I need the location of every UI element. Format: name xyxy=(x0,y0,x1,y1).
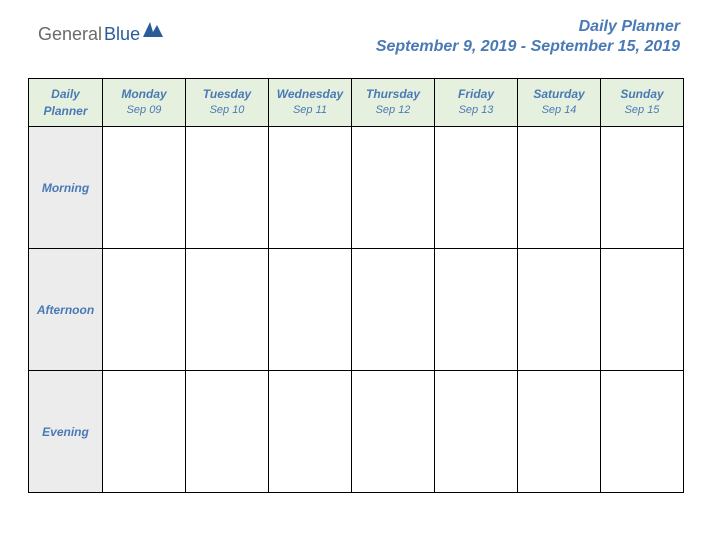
logo-text-general: General xyxy=(38,24,102,45)
day-name: Friday xyxy=(435,86,517,103)
day-date: Sep 10 xyxy=(186,103,268,118)
page-title: Daily Planner xyxy=(376,18,680,36)
planner-cell xyxy=(518,371,601,493)
logo: General Blue xyxy=(38,22,163,45)
table-row: Morning xyxy=(29,127,684,249)
planner-cell xyxy=(103,127,186,249)
day-header: Wednesday Sep 11 xyxy=(269,79,352,127)
day-date: Sep 15 xyxy=(601,103,683,118)
day-name: Wednesday xyxy=(269,86,351,103)
planner-cell xyxy=(269,371,352,493)
table-row: Evening xyxy=(29,371,684,493)
logo-icon xyxy=(143,22,163,45)
planner-cell xyxy=(518,127,601,249)
page-header: General Blue Daily Planner September 9, … xyxy=(0,0,712,75)
corner-cell: Daily Planner xyxy=(29,79,103,127)
day-header: Monday Sep 09 xyxy=(103,79,186,127)
day-header: Tuesday Sep 10 xyxy=(186,79,269,127)
period-label: Evening xyxy=(29,371,103,493)
day-name: Saturday xyxy=(518,86,600,103)
planner-cell xyxy=(352,127,435,249)
planner-cell xyxy=(601,249,684,371)
logo-text-blue: Blue xyxy=(104,24,140,45)
title-block: Daily Planner September 9, 2019 - Septem… xyxy=(376,18,680,56)
planner-cell xyxy=(269,249,352,371)
day-name: Monday xyxy=(103,86,185,103)
day-header: Friday Sep 13 xyxy=(435,79,518,127)
day-date: Sep 09 xyxy=(103,103,185,118)
planner-cell xyxy=(435,371,518,493)
date-range: September 9, 2019 - September 15, 2019 xyxy=(376,38,680,56)
day-date: Sep 14 xyxy=(518,103,600,118)
planner-cell xyxy=(186,371,269,493)
planner-cell xyxy=(103,249,186,371)
day-name: Thursday xyxy=(352,86,434,103)
planner-cell xyxy=(186,249,269,371)
day-header: Saturday Sep 14 xyxy=(518,79,601,127)
planner-cell xyxy=(352,371,435,493)
planner-cell xyxy=(435,127,518,249)
planner-cell xyxy=(269,127,352,249)
day-header: Sunday Sep 15 xyxy=(601,79,684,127)
day-date: Sep 11 xyxy=(269,103,351,118)
planner-cell xyxy=(352,249,435,371)
planner-cell xyxy=(601,127,684,249)
day-date: Sep 13 xyxy=(435,103,517,118)
planner-cell xyxy=(435,249,518,371)
period-label: Afternoon xyxy=(29,249,103,371)
period-label: Morning xyxy=(29,127,103,249)
header-row: Daily Planner Monday Sep 09 Tuesday Sep … xyxy=(29,79,684,127)
day-name: Tuesday xyxy=(186,86,268,103)
planner-cell xyxy=(103,371,186,493)
planner-cell xyxy=(601,371,684,493)
planner-table: Daily Planner Monday Sep 09 Tuesday Sep … xyxy=(28,78,684,493)
day-header: Thursday Sep 12 xyxy=(352,79,435,127)
table-row: Afternoon xyxy=(29,249,684,371)
planner-cell xyxy=(518,249,601,371)
day-name: Sunday xyxy=(601,86,683,103)
day-date: Sep 12 xyxy=(352,103,434,118)
planner-cell xyxy=(186,127,269,249)
